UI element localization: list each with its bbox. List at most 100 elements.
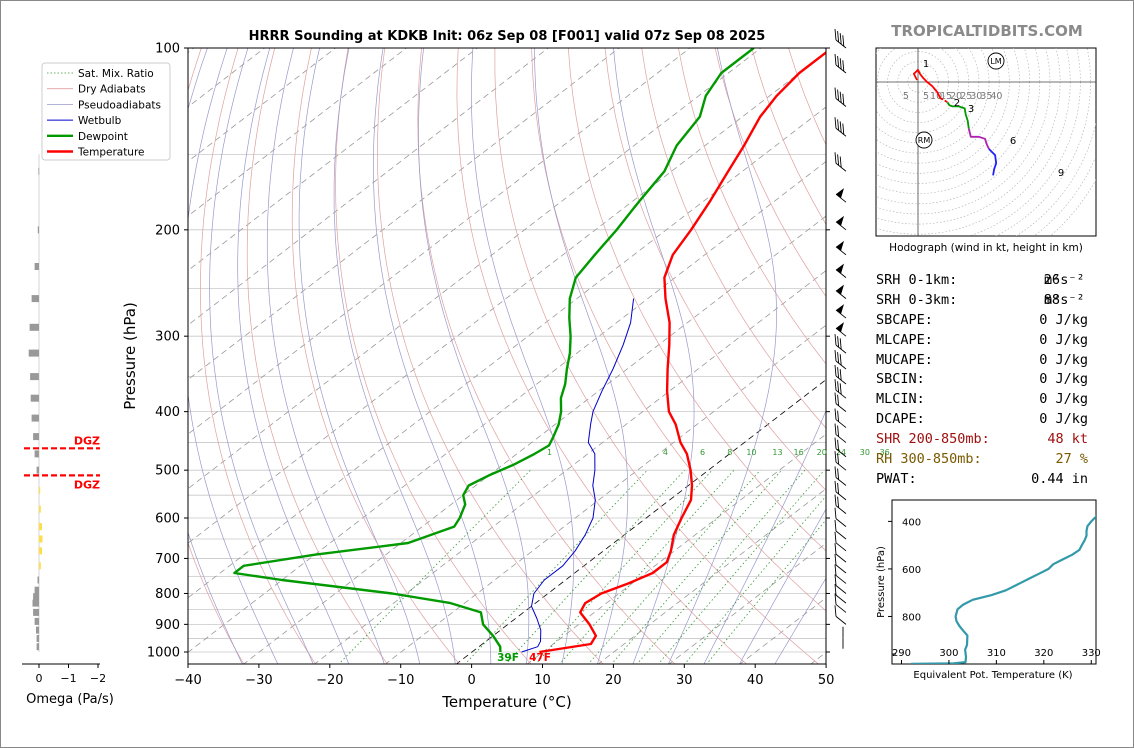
omega-bar xyxy=(39,562,41,570)
stat-row: MLCAPE: 0 J/kg xyxy=(876,331,1126,351)
wind-barb-pennant xyxy=(836,284,844,295)
theta-e-panel: 290 300 310 320 330 400 600 800 Equivalent Pot. … xyxy=(876,499,1101,681)
isotherm-line xyxy=(188,48,478,272)
stat-row: SRH 0-3km: 88 m²s⁻² xyxy=(876,291,1126,311)
storm-motion-marker xyxy=(987,52,1005,70)
omega-x-tick-label: −2 xyxy=(90,672,106,685)
legend-entry: Wetbulb xyxy=(78,115,122,127)
isotherm-line xyxy=(188,48,336,162)
y-tick-label: 600 xyxy=(155,512,180,527)
isotherm-line xyxy=(188,51,826,544)
y-tick-label: 300 xyxy=(155,330,180,345)
theta-e-x-tick-label: 300 xyxy=(939,648,958,659)
series-wetbulb-line xyxy=(521,298,635,653)
omega-bar xyxy=(28,349,39,357)
stat-unit: m²s⁻² xyxy=(1044,291,1085,308)
stat-value: 0 J/kg xyxy=(1039,391,1088,408)
stat-value: 0 J/kg xyxy=(1039,311,1088,328)
wind-barb xyxy=(834,466,847,486)
stat-value: 0.44 in xyxy=(1031,470,1088,487)
mixing-ratio-line xyxy=(587,469,761,664)
theta-e-x-tick-label: 320 xyxy=(1034,648,1053,659)
stat-row: PWAT: 0.44 in xyxy=(876,470,1126,490)
legend-entry: Dry Adiabats xyxy=(78,84,146,96)
theta-e-x-label: Equivalent Pot. Temperature (K) xyxy=(913,670,1072,681)
wind-barb-staff xyxy=(835,290,847,299)
omega-bar xyxy=(36,635,39,642)
storm-motion-label: RM xyxy=(918,136,931,145)
dry-adiabat xyxy=(456,48,748,664)
wind-barb xyxy=(834,437,847,458)
hodograph-ring-label: 35 xyxy=(980,91,992,102)
omega-bar xyxy=(29,323,39,331)
omega-bar xyxy=(34,586,39,594)
isotherm-line xyxy=(188,48,691,435)
legend-entry: Temperature xyxy=(77,147,145,159)
stat-label: MLCIN: xyxy=(876,391,925,408)
omega-x-label: Omega (Pa/s) xyxy=(26,692,114,707)
dry-adiabat xyxy=(417,48,676,664)
pseudoadiabat xyxy=(703,409,826,664)
stat-row: MLCIN: 0 J/kg xyxy=(876,390,1126,410)
legend-entry: Sat. Mix. Ratio xyxy=(78,68,154,80)
wind-barb xyxy=(834,605,847,625)
pseudoadiabat xyxy=(333,48,456,664)
omega-bar xyxy=(39,523,42,531)
omega-bar xyxy=(37,576,39,584)
stat-row: MUCAPE: 0 J/kg xyxy=(876,351,1126,371)
mixing-ratio-label: 1 xyxy=(547,448,552,457)
hodograph-height-label: 2 xyxy=(954,98,960,109)
x-tick-label: 10 xyxy=(534,673,551,688)
stat-value: 26 xyxy=(1043,272,1060,288)
chart-title: HRRR Sounding at KDKB Init: 06z Sep 08 [… xyxy=(249,29,766,44)
omega-bar xyxy=(36,626,39,634)
omega-bar xyxy=(39,547,42,555)
legend-entry: Dewpoint xyxy=(78,131,128,143)
isotherm-line xyxy=(188,48,549,326)
stat-value: 0 J/kg xyxy=(1039,331,1088,348)
wind-barb xyxy=(834,553,847,574)
mixing-ratio-line xyxy=(505,469,685,664)
dry-adiabat xyxy=(246,48,388,664)
stat-row: RH 300-850mb: 27 % xyxy=(876,450,1126,470)
isotherm-line xyxy=(243,215,826,664)
isotherm-line xyxy=(384,324,826,664)
wind-barb xyxy=(834,593,847,613)
omega-bar xyxy=(30,373,39,381)
pseudoadiabat xyxy=(418,48,530,664)
stat-label: MLCAPE: xyxy=(876,331,933,348)
wind-barb-staff xyxy=(835,193,847,203)
hodograph-ring-label: 15 xyxy=(940,91,952,102)
omega-bar xyxy=(39,535,43,543)
theta-e-x-tick-label: 290 xyxy=(892,648,911,659)
dry-adiabat xyxy=(335,48,532,664)
omega-bar xyxy=(33,608,39,616)
omega-x-tick-label: 0 xyxy=(36,672,43,685)
pseudoadiabat xyxy=(534,48,629,664)
stat-value: 0 J/kg xyxy=(1039,351,1088,368)
y-axis-label: Pressure (hPa) xyxy=(121,302,139,410)
stat-unit: m²s⁻² xyxy=(1044,272,1085,288)
isotherm-line xyxy=(188,106,826,599)
dry-adiabat xyxy=(678,48,826,365)
mixing-ratio-label: 10 xyxy=(746,448,756,457)
hodograph-ring-label: 30 xyxy=(970,91,982,102)
dry-adiabat xyxy=(604,48,826,491)
wind-barb xyxy=(834,423,847,443)
mixing-ratio-label: 4 xyxy=(663,448,668,457)
x-tick-label: 30 xyxy=(676,673,693,688)
x-tick-label: −20 xyxy=(316,673,343,688)
mixing-ratio-line xyxy=(535,469,713,664)
theta-e-line xyxy=(910,515,1096,664)
pseudoadiabat xyxy=(209,48,314,664)
surface-dewpoint-label: 39F xyxy=(497,652,519,664)
pseudoadiabat xyxy=(613,48,695,664)
legend-entry: Pseudoadiabats xyxy=(78,99,161,111)
hodograph-segment xyxy=(913,68,942,99)
dry-adiabat xyxy=(291,48,460,664)
stat-value: 88 xyxy=(1043,291,1060,308)
x-tick-label: 50 xyxy=(818,673,835,688)
